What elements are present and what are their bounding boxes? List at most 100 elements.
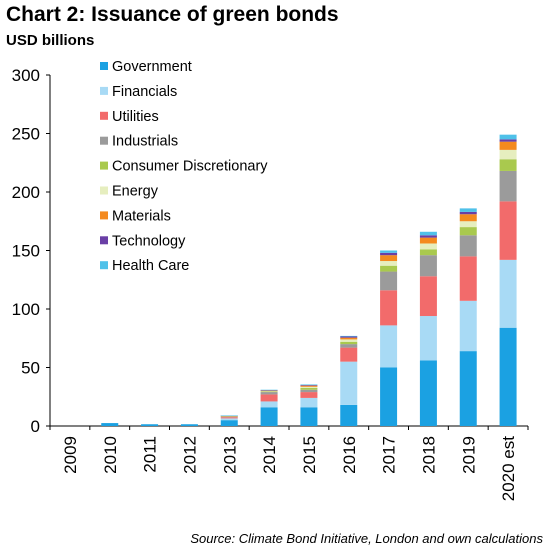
bar-stack-2017 — [380, 250, 398, 426]
legend-item: Utilities — [100, 109, 159, 125]
x-tick-label: 2013 — [220, 436, 239, 474]
legend-swatch — [100, 236, 108, 245]
bar-segment-consumer-discretionary — [499, 159, 517, 171]
x-tick-label: 2016 — [340, 436, 359, 474]
y-tick-label: 250 — [12, 125, 40, 144]
bar-segment-financials — [300, 397, 318, 408]
y-tick-label: 0 — [31, 417, 40, 436]
bar-segment-materials — [499, 141, 517, 150]
bar-segment-utilities — [300, 392, 318, 398]
bar-segment-health-care — [380, 250, 398, 253]
bar-segment-industrials — [340, 344, 358, 348]
bar-segment-utilities — [459, 256, 477, 301]
legend-swatch — [100, 86, 108, 95]
legend-label: Health Care — [112, 258, 189, 274]
chart-axes: 0 50 100 150 200 250 300 2009 2010 2011 2012 2013 20… — [12, 66, 529, 501]
bar-segment-utilities — [220, 417, 238, 419]
bar-segment-government — [499, 327, 517, 426]
bar-segment-health-care — [220, 415, 238, 416]
bar-stack-2015 — [300, 384, 318, 426]
bar-stack-2011 — [141, 424, 159, 426]
y-tick-label: 50 — [21, 359, 40, 378]
bar-stack-2019 — [459, 208, 477, 426]
bar-segment-technology — [459, 211, 477, 215]
bar-segment-utilities — [499, 201, 517, 260]
bar-segment-technology — [419, 235, 437, 238]
bar-segment-energy — [459, 221, 477, 228]
legend-item: Consumer Discretionary — [100, 159, 268, 175]
bar-segment-industrials — [300, 389, 318, 393]
bar-segment-utilities — [260, 394, 278, 402]
bar-segment-government — [300, 407, 318, 426]
x-tick-label: 2017 — [380, 436, 399, 474]
bar-segment-government — [419, 360, 437, 426]
legend-label: Financials — [112, 84, 177, 100]
x-tick-label: 2011 — [141, 436, 160, 473]
bar-segment-utilities — [419, 276, 437, 317]
y-tick-label: 200 — [12, 183, 40, 202]
legend-label: Consumer Discretionary — [112, 159, 268, 175]
bar-segment-industrials — [459, 235, 477, 257]
bar-stack-2016 — [340, 335, 358, 426]
legend-label: Materials — [112, 208, 171, 224]
legend-swatch — [100, 111, 108, 120]
bar-segment-consumer-discretionary — [380, 265, 398, 272]
bar-segment-health-care — [499, 134, 517, 140]
bar-segment-energy — [340, 339, 358, 342]
bar-segment-energy — [380, 261, 398, 266]
legend-swatch — [100, 261, 108, 270]
legend-item: Energy — [100, 184, 159, 200]
x-tick-label: 2014 — [260, 436, 279, 474]
legend-swatch — [100, 211, 108, 220]
bar-segment-energy — [300, 386, 318, 388]
bar-segment-consumer-discretionary — [459, 227, 477, 236]
chart-title: Chart 2: Issuance of green bonds — [6, 3, 339, 26]
bar-segment-utilities — [340, 347, 358, 362]
bar-segment-financials — [260, 401, 278, 408]
bar-segment-industrials — [220, 416, 238, 418]
bar-segment-government — [220, 420, 238, 426]
bar-segment-technology — [300, 385, 318, 386]
x-tick-label: 2009 — [61, 436, 80, 474]
legend-swatch — [100, 62, 108, 70]
bar-segment-health-care — [340, 335, 358, 337]
bar-segment-health-care — [419, 231, 437, 236]
x-tick-label: 2019 — [459, 436, 478, 474]
bar-segment-materials — [340, 337, 358, 340]
y-tick-label: 300 — [12, 66, 40, 85]
legend-label: Technology — [112, 233, 186, 249]
chart-subtitle: USD billions — [6, 32, 95, 49]
bar-segment-consumer-discretionary — [300, 387, 318, 390]
bar-segment-financials — [220, 418, 238, 421]
bar-segment-consumer-discretionary — [340, 341, 358, 345]
legend-swatch — [100, 186, 108, 195]
bar-segment-industrials — [499, 170, 517, 202]
bar-segment-financials — [380, 325, 398, 368]
bar-segment-financials — [340, 361, 358, 405]
bar-stack-2010 — [101, 423, 119, 426]
bar-segment-materials — [419, 237, 437, 244]
bar-segment-government — [340, 404, 358, 426]
legend-item: Technology — [100, 233, 186, 249]
bar-segment-consumer-discretionary — [419, 249, 437, 256]
bar-stacks — [101, 134, 517, 426]
bar-stack-2013 — [220, 415, 238, 426]
bar-segment-consumer-discretionary — [260, 391, 278, 393]
bar-segment-financials — [499, 259, 517, 328]
x-tick-label: 2020 est — [499, 436, 518, 501]
chart-source-note: Source: Climate Bond Initiative, London … — [190, 531, 543, 546]
bar-segment-industrials — [260, 392, 278, 395]
bar-segment-industrials — [419, 255, 437, 277]
bar-segment-technology — [260, 390, 278, 391]
bar-segment-energy — [260, 391, 278, 392]
bar-stack-2018 — [419, 231, 437, 426]
bar-segment-energy — [419, 243, 437, 250]
legend-label: Energy — [112, 184, 159, 200]
stacked-bar-chart: 0 50 100 150 200 250 300 2009 2010 2011 2012 2013 20… — [12, 59, 529, 501]
y-tick-label: 150 — [12, 242, 40, 261]
chart-legend: Government Financials Utilities Industrials… — [100, 59, 268, 274]
bar-stack-2014 — [260, 389, 278, 426]
legend-item: Industrials — [100, 134, 178, 150]
legend-item: Health Care — [100, 258, 189, 274]
bar-segment-materials — [380, 255, 398, 262]
